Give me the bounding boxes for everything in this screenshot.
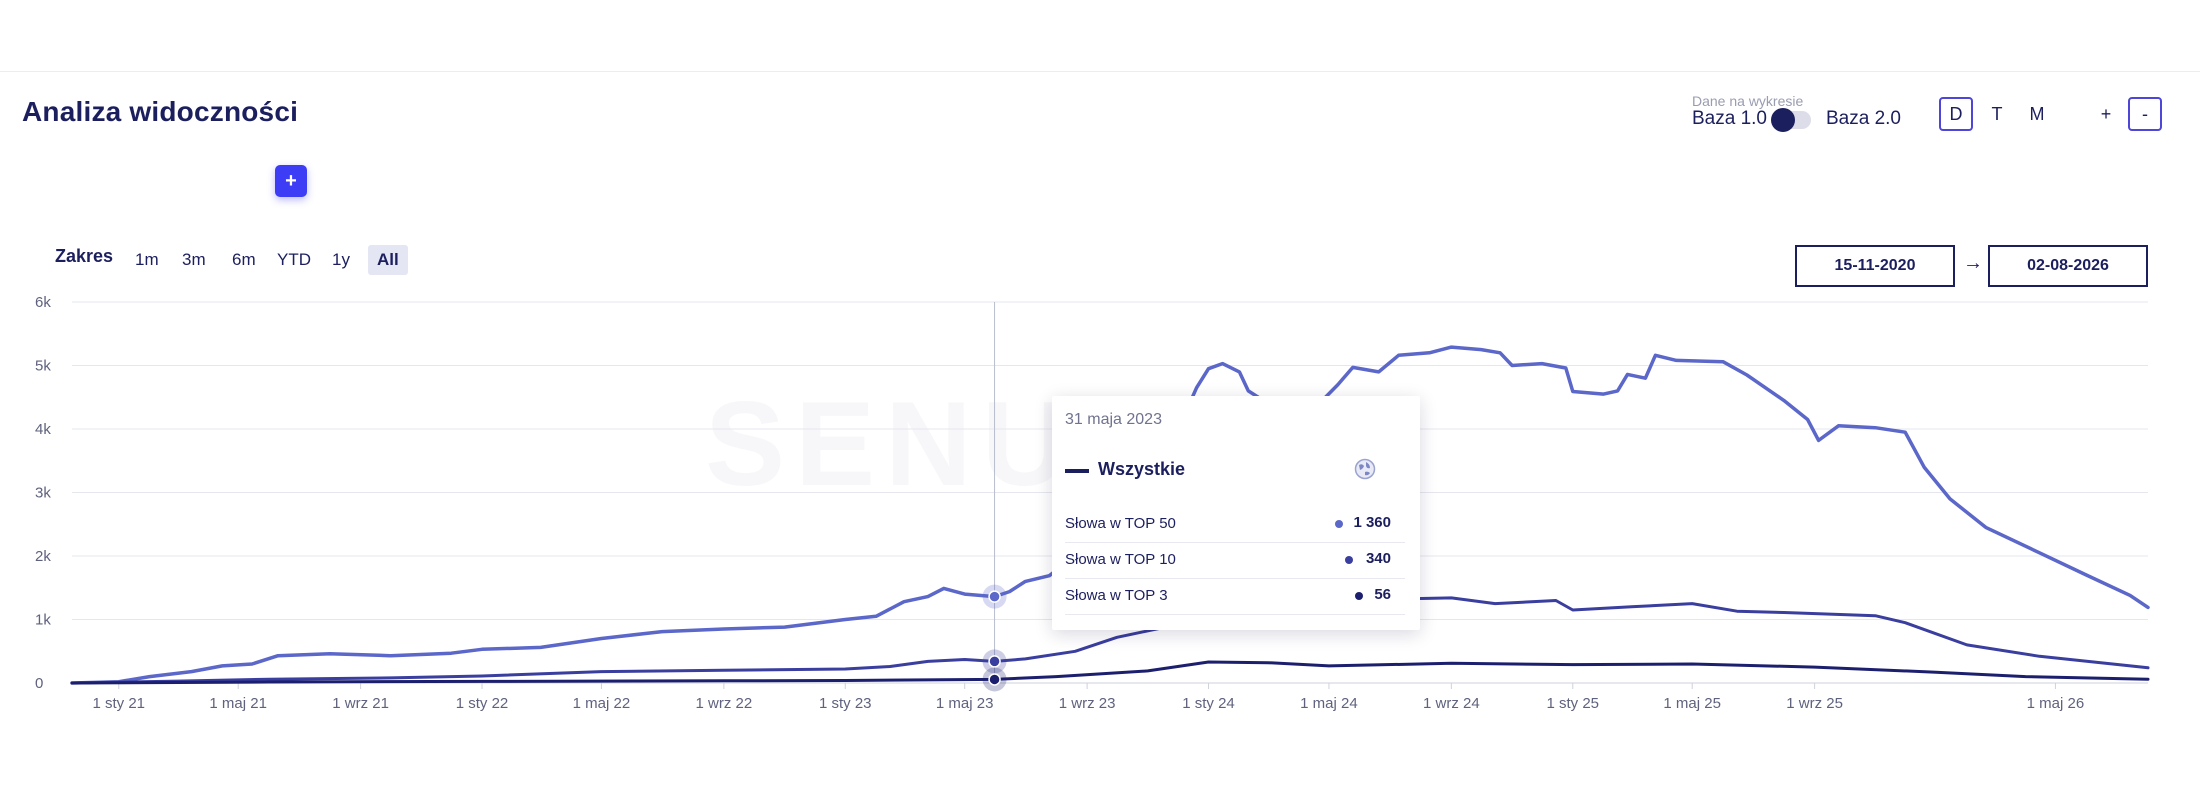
- tooltip-row-value: 340: [1365, 550, 1391, 567]
- x-tick-label: 1 maj 25: [1663, 695, 1721, 712]
- base-2-label: Baza 2.0: [1826, 108, 1901, 129]
- tooltip-row-label: Słowa w TOP 3: [1065, 587, 1168, 604]
- globe-icon: [1354, 458, 1376, 480]
- tooltip-date: 31 maja 2023: [1065, 411, 1162, 428]
- top-divider: [0, 71, 2200, 72]
- page-title: Analiza widoczności: [22, 96, 299, 127]
- zoom-out-button[interactable]: -: [2128, 97, 2162, 131]
- x-tick-label: 1 sty 23: [819, 695, 872, 712]
- tooltip-series-name: Wszystkie: [1098, 459, 1186, 479]
- tooltip-series-swatch: [1065, 469, 1089, 473]
- tooltip-row-top50: Słowa w TOP 50 1 360: [1065, 507, 1405, 543]
- x-tick-label: 1 sty 25: [1547, 695, 1600, 712]
- crosshair-point: [988, 673, 1001, 686]
- tooltip-row-value: 1 360: [1353, 514, 1391, 531]
- range-6m-button[interactable]: 6m: [232, 250, 256, 269]
- x-tick-label: 1 sty 22: [456, 695, 509, 712]
- series-line-3: [70, 660, 2150, 685]
- crosshair-point: [988, 655, 1001, 668]
- x-tick-label: 1 wrz 22: [696, 695, 753, 712]
- base-toggle-knob[interactable]: [1771, 108, 1795, 132]
- range-3m-button[interactable]: 3m: [182, 250, 206, 269]
- range-1y-button[interactable]: 1y: [332, 250, 350, 269]
- tooltip-row-value: 56: [1374, 586, 1391, 603]
- x-tick-label: 1 wrz 23: [1059, 695, 1116, 712]
- x-tick-label: 1 maj 24: [1300, 695, 1358, 712]
- x-tick-label: 1 maj 21: [209, 695, 267, 712]
- tooltip-row-dot: [1355, 592, 1363, 600]
- x-tick-label: 1 wrz 21: [332, 695, 389, 712]
- base-toggle[interactable]: [1771, 108, 1811, 132]
- x-tick-label: 1 sty 24: [1182, 695, 1235, 712]
- y-tick-label: 4k: [35, 421, 51, 438]
- period-week-button[interactable]: T: [1991, 103, 2003, 124]
- y-tick-label: 2k: [35, 548, 51, 565]
- tooltip-row-label: Słowa w TOP 10: [1065, 551, 1176, 568]
- add-button[interactable]: +: [275, 165, 307, 197]
- x-tick-label: 1 maj 22: [573, 695, 631, 712]
- chart-tooltip: 31 maja 2023 Wszystkie Słowa w TOP 50 1 …: [1052, 396, 1420, 630]
- range-label: Zakres: [55, 246, 114, 266]
- y-tick-label: 3k: [35, 485, 51, 502]
- tooltip-row-label: Słowa w TOP 50: [1065, 515, 1176, 532]
- zoom-in-button[interactable]: +: [2100, 103, 2112, 124]
- data-source-caption: Dane na wykresie: [1692, 93, 1804, 109]
- y-tick-label: 1k: [35, 612, 51, 629]
- date-range-arrow: →: [1963, 252, 1983, 274]
- crosshair-point: [988, 590, 1001, 603]
- x-tick-label: 1 maj 23: [936, 695, 994, 712]
- y-tick-label: 0: [35, 675, 43, 692]
- y-tick-label: 6k: [35, 294, 51, 311]
- range-all-button[interactable]: All: [368, 245, 408, 275]
- tooltip-row-dot: [1345, 556, 1353, 564]
- range-ytd-button[interactable]: YTD: [277, 250, 311, 269]
- date-to-input[interactable]: 02-08-2026: [1988, 245, 2148, 287]
- tooltip-row-top3: Słowa w TOP 3 56: [1065, 579, 1405, 615]
- tooltip-row-dot: [1335, 520, 1343, 528]
- x-tick-label: 1 maj 26: [2027, 695, 2085, 712]
- y-axis: 0 1k 2k 3k 4k 5k 6k: [35, 294, 51, 692]
- range-1m-button[interactable]: 1m: [135, 250, 159, 269]
- tooltip-row-top10: Słowa w TOP 10 340: [1065, 543, 1405, 579]
- x-axis: 1 sty 21 1 maj 21 1 wrz 21 1 sty 22 1 maj 22…: [93, 683, 2085, 712]
- y-tick-label: 5k: [35, 358, 51, 375]
- base-1-label: Baza 1.0: [1692, 108, 1767, 129]
- x-tick-label: 1 wrz 25: [1786, 695, 1843, 712]
- period-day-button[interactable]: D: [1939, 97, 1973, 131]
- date-from-input[interactable]: 15-11-2020: [1795, 245, 1955, 287]
- x-tick-label: 1 sty 21: [93, 695, 146, 712]
- x-tick-label: 1 wrz 24: [1423, 695, 1480, 712]
- chart-crosshair: [982, 302, 1007, 692]
- period-month-button[interactable]: M: [2029, 103, 2045, 124]
